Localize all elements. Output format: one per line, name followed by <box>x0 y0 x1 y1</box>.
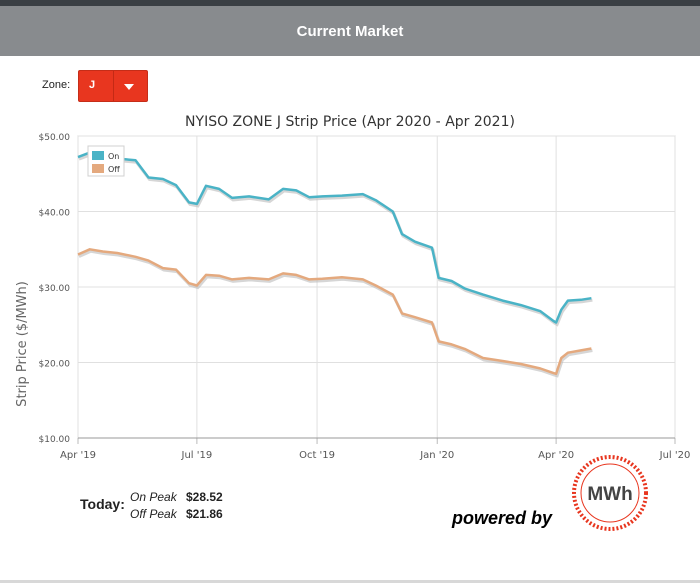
series-line-on <box>77 151 592 324</box>
y-tick-label: $40.00 <box>39 209 71 219</box>
off-peak-label: Off Peak <box>130 507 177 521</box>
y-tick-label: $20.00 <box>39 360 71 370</box>
logo-text: MWh <box>587 484 632 505</box>
on-peak-label: On Peak <box>130 490 177 504</box>
page-title: Current Market <box>296 22 404 40</box>
x-tick-label: Jul '19 <box>181 450 213 461</box>
chart-axes: $10.00 $20.00 $30.00 $40.00 $50.00 Apr '19 Jul… <box>39 133 691 461</box>
legend-label: On <box>108 152 119 161</box>
chart-legend: On Off <box>87 145 125 177</box>
y-axis-label: Strip Price ($/MWh) <box>15 281 30 407</box>
y-tick-label: $50.00 <box>39 133 71 143</box>
chart-title: NYISO ZONE J Strip Price (Apr 2020 - Apr… <box>185 114 515 130</box>
zone-dropdown-divider <box>113 71 114 101</box>
strip-price-chart: NYISO ZONE J Strip Price (Apr 2020 - Apr… <box>15 114 691 461</box>
top-bar <box>0 0 700 6</box>
x-tick-label: Apr '19 <box>60 450 96 461</box>
y-tick-label: $10.00 <box>39 435 71 445</box>
x-tick-label: Apr '20 <box>538 450 574 461</box>
x-tick-label: Oct '19 <box>299 450 335 461</box>
off-peak-value: $21.86 <box>186 507 223 521</box>
page-header: Current Market <box>0 6 700 56</box>
chevron-down-icon[interactable] <box>124 84 134 90</box>
series-line-off <box>77 248 592 376</box>
legend-label: Off <box>108 165 120 174</box>
series-shadow-on <box>78 153 593 327</box>
x-tick-label: Jan '20 <box>419 450 454 461</box>
legend-swatch <box>92 151 104 160</box>
today-label: Today: <box>80 496 125 512</box>
legend-swatch <box>92 164 104 173</box>
chart-series <box>77 151 593 378</box>
zone-label: Zone: <box>42 79 71 91</box>
powered-by-text: powered by <box>452 508 553 528</box>
series-shadow-off <box>78 249 593 378</box>
zone-selected-value: J <box>89 79 96 91</box>
x-tick-label: Jul '20 <box>659 450 691 461</box>
mwh-logo: MWh <box>572 455 648 531</box>
y-tick-label: $30.00 <box>39 284 71 294</box>
zone-dropdown[interactable]: J <box>78 70 148 102</box>
on-peak-value: $28.52 <box>186 490 223 504</box>
bottom-divider <box>0 580 700 583</box>
